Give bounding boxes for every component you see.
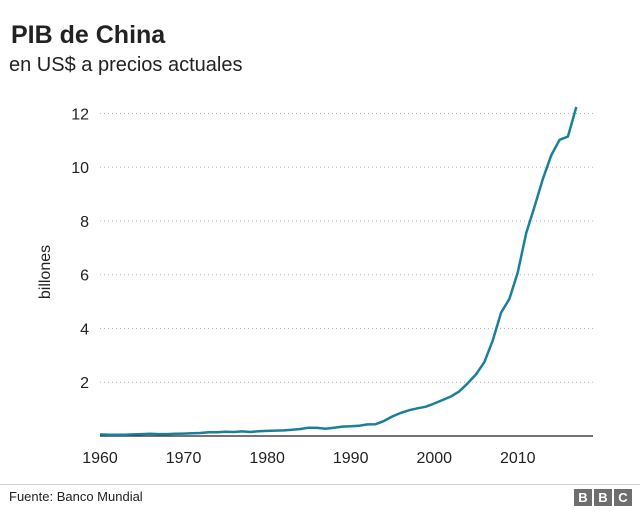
series-line [99, 106, 578, 436]
x-tick-label: 2010 [500, 450, 536, 467]
bbc-logo: B B C [574, 489, 632, 506]
y-tick-label: 10 [71, 160, 89, 177]
source-note: Fuente: Banco Mundial [9, 489, 143, 504]
bbc-logo-letter: B [574, 489, 592, 506]
x-tick-label: 1970 [166, 450, 202, 467]
x-tick-label: 2000 [416, 450, 452, 467]
x-tick-labels: 1960 1970 1980 1990 2000 2010 [82, 450, 535, 467]
y-tick-label: 2 [80, 375, 89, 392]
chart-title: PIB de China [11, 21, 166, 49]
x-tick-label: 1980 [249, 450, 285, 467]
gridlines [100, 112, 593, 383]
footer-divider [0, 484, 640, 485]
y-axis-label: billones [37, 245, 54, 299]
bbc-logo-letter: B [594, 489, 612, 506]
y-tick-labels: 2 4 6 8 10 12 [71, 106, 89, 392]
x-tick-label: 1990 [333, 450, 369, 467]
line-chart: 2 4 6 8 10 12 1960 1970 1980 1990 2000 2010 billon… [37, 106, 593, 467]
x-tick-label: 1960 [82, 450, 118, 467]
y-tick-label: 12 [71, 106, 89, 123]
chart-subtitle: en US$ a precios actuales [9, 54, 243, 76]
y-tick-label: 8 [80, 214, 89, 231]
y-tick-label: 4 [80, 321, 89, 338]
y-tick-label: 6 [80, 268, 89, 285]
bbc-logo-letter: C [614, 489, 632, 506]
series-layer [99, 106, 578, 436]
